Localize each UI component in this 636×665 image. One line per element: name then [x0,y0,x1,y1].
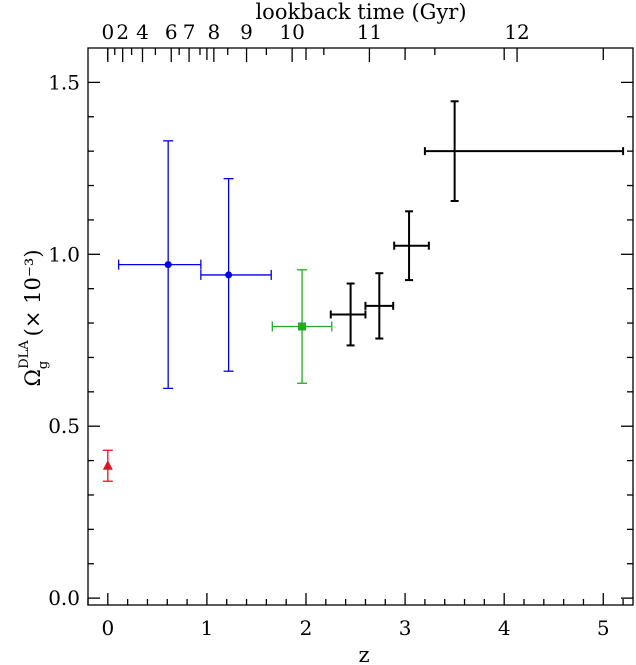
data-point [453,149,456,153]
top-tick-label: 11 [357,20,382,44]
y-axis-title-main: Ω [21,369,45,386]
data-point [225,271,233,279]
x-axis-title: z [358,643,369,665]
top-tick-label: 8 [207,20,220,44]
top-axis-title: lookback time (Gyr) [255,0,466,24]
axes-layer: 0 1 2 3 4 50.00.51.01.50 2 4 6 7 8 9 10 11 12 [48,20,634,640]
x-tick-label: 5 [597,616,610,640]
top-tick-label: 9 [240,20,253,44]
data-point [298,322,307,331]
data-point [407,244,411,247]
y-axis-title: Ωg DLA (× 10⁻³) [17,249,51,386]
x-tick-label: 3 [399,616,412,640]
top-tick-label: 6 [165,20,178,44]
top-tick-label: 0 [101,20,114,44]
plot-frame [87,47,634,606]
data-point [164,261,172,269]
data-point [349,313,352,316]
y-tick-label: 0.0 [48,586,80,610]
y-axis-title-sub: g [36,361,51,369]
top-tick-label: 4 [136,20,149,44]
y-tick-label: 1.0 [48,242,80,266]
top-tick-label: 2 [116,20,129,44]
x-tick-label: 0 [101,616,114,640]
y-axis-title-unit: (× 10⁻³) [21,249,45,336]
y-tick-label: 1.5 [48,70,80,94]
data-point [102,460,113,470]
x-tick-label: 1 [201,616,214,640]
x-tick-label: 2 [300,616,313,640]
data-point [378,304,381,308]
top-tick-label: 10 [279,20,304,44]
y-axis-title-sup: DLA [17,340,32,369]
top-tick-label: 7 [183,20,196,44]
marks-layer [102,100,625,482]
x-tick-label: 4 [498,616,511,640]
top-tick-label: 12 [504,20,529,44]
y-tick-label: 0.5 [48,414,80,438]
